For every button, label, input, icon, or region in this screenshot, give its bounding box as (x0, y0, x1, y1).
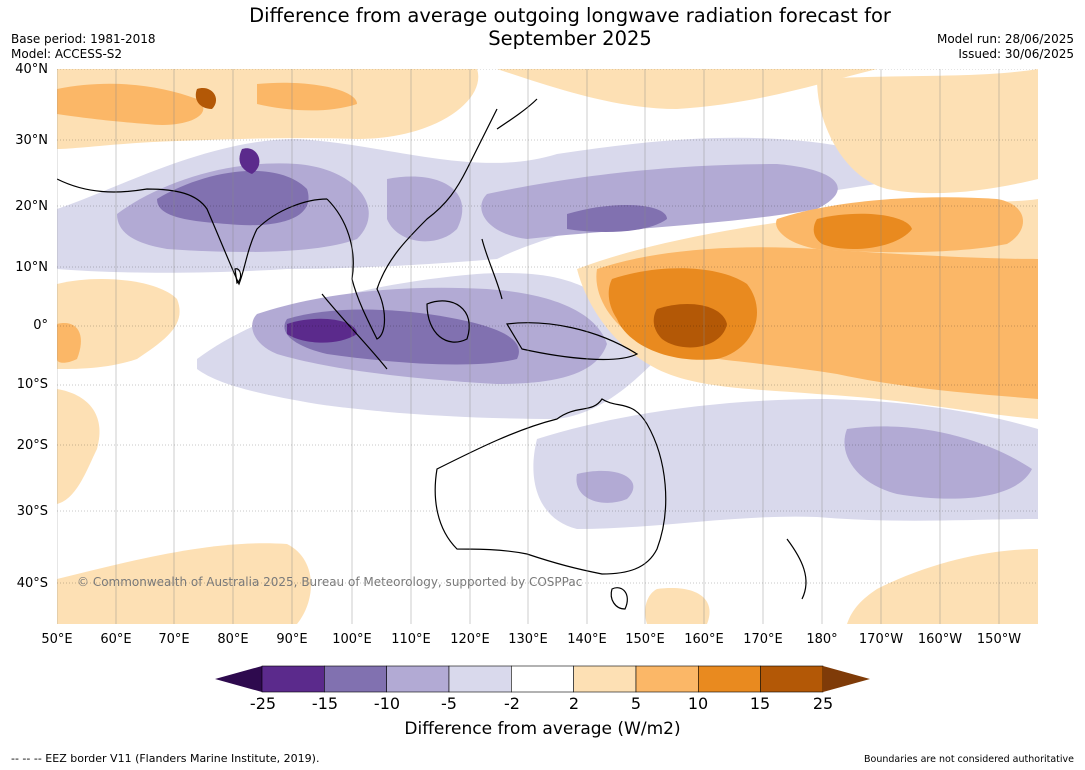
lon-label-110e: 110°E (391, 632, 431, 647)
colorbar-segment (261, 665, 325, 693)
model-run: Model run: 28/06/2025 (936, 32, 1074, 46)
eez-border-note: -- -- -- EEZ border V11 (Flanders Marine… (11, 752, 320, 765)
lat-label-40s: 40°S (16, 576, 48, 591)
colorbar-tick: -15 (311, 694, 339, 713)
lon-label-120e: 120°E (450, 632, 490, 647)
anomaly-plus-15-to-25 (195, 88, 727, 348)
anomaly-minus-15-to-25 (239, 148, 357, 343)
colorbar-segment (573, 665, 637, 693)
coast-philippines (481, 238, 503, 300)
colorbar-segment (635, 665, 699, 693)
lat-label-0: 0° (33, 318, 48, 333)
title-line-2: September 2025 (488, 27, 652, 50)
lon-label-140e: 140°E (567, 632, 607, 647)
lon-label-170w: 170°W (858, 632, 904, 647)
colorbar-segment (760, 665, 824, 693)
coast-sri-lanka (234, 268, 242, 285)
lon-label-100e: 100°E (332, 632, 372, 647)
base-period: Base period: 1981-2018 (11, 32, 156, 46)
boundary-disclaimer: Boundaries are not considered authoritat… (864, 754, 1074, 765)
coast-new-zealand (786, 538, 807, 600)
colorbar-segment (698, 665, 761, 693)
colorbar-tick: -25 (249, 694, 277, 713)
lat-label-20s: 20°S (16, 438, 48, 453)
olr-anomaly-map (57, 69, 1038, 624)
lon-label-160e: 160°E (684, 632, 724, 647)
colorbar-tick: -2 (504, 694, 520, 713)
colorbar-segment (511, 665, 574, 693)
coast-tasmania (610, 587, 628, 610)
lon-label-70e: 70°E (158, 632, 190, 647)
colorbar-upper-extension (823, 666, 870, 692)
model-name: Model: ACCESS-S2 (11, 47, 123, 61)
colorbar-tick: -5 (441, 694, 457, 713)
lon-label-160w: 160°W (917, 632, 963, 647)
lon-label-90e: 90°E (276, 632, 308, 647)
colorbar-segment (324, 665, 387, 693)
colorbar-lower-extension (215, 666, 262, 692)
coast-sumatra (321, 293, 388, 370)
lat-label-10n: 10°N (15, 260, 48, 275)
title-line-1: Difference from average outgoing longwav… (249, 4, 891, 27)
lat-label-20n: 20°N (15, 199, 48, 214)
coast-japan (496, 98, 538, 130)
lon-label-50e: 50°E (41, 632, 73, 647)
copyright-notice: © Commonwealth of Australia 2025, Bureau… (77, 575, 583, 589)
coast-borneo (426, 300, 470, 343)
lon-label-60e: 60°E (100, 632, 132, 647)
colorbar-tick: 2 (568, 694, 580, 713)
lon-label-180: 180° (806, 632, 838, 647)
lat-label-30n: 30°N (15, 133, 48, 148)
page-title: Difference from average outgoing longwav… (170, 4, 970, 50)
issued-date: Issued: 30/06/2025 (958, 47, 1074, 61)
lon-label-150w: 150°W (976, 632, 1022, 647)
colorbar-tick: 15 (749, 694, 771, 713)
lon-label-170e: 170°E (743, 632, 783, 647)
colorbar-label: Difference from average (W/m2) (404, 719, 681, 739)
lat-label-30s: 30°S (16, 504, 48, 519)
colorbar-segment (386, 665, 450, 693)
colorbar-segments (261, 665, 824, 693)
lat-label-10s: 10°S (16, 377, 48, 392)
coast-australia (434, 398, 667, 575)
meta-right: Model run: 28/06/2025 Issued: 30/06/2025 (937, 32, 1074, 62)
meridians (57, 69, 1000, 624)
lon-label-80e: 80°E (217, 632, 249, 647)
colorbar-tick: 5 (630, 694, 642, 713)
colorbar-tick: 10 (687, 694, 709, 713)
colorbar-tick: 25 (812, 694, 834, 713)
lat-label-40n: 40°N (15, 62, 48, 77)
coast-arabia-india (57, 178, 328, 286)
colorbar-segment (448, 665, 512, 693)
colorbar-tick: -10 (373, 694, 401, 713)
lon-label-150e: 150°E (625, 632, 665, 647)
coast-new-guinea (506, 322, 639, 361)
meta-left: Base period: 1981-2018 Model: ACCESS-S2 (11, 32, 156, 62)
lon-label-130e: 130°E (508, 632, 548, 647)
colorbar (215, 665, 870, 693)
